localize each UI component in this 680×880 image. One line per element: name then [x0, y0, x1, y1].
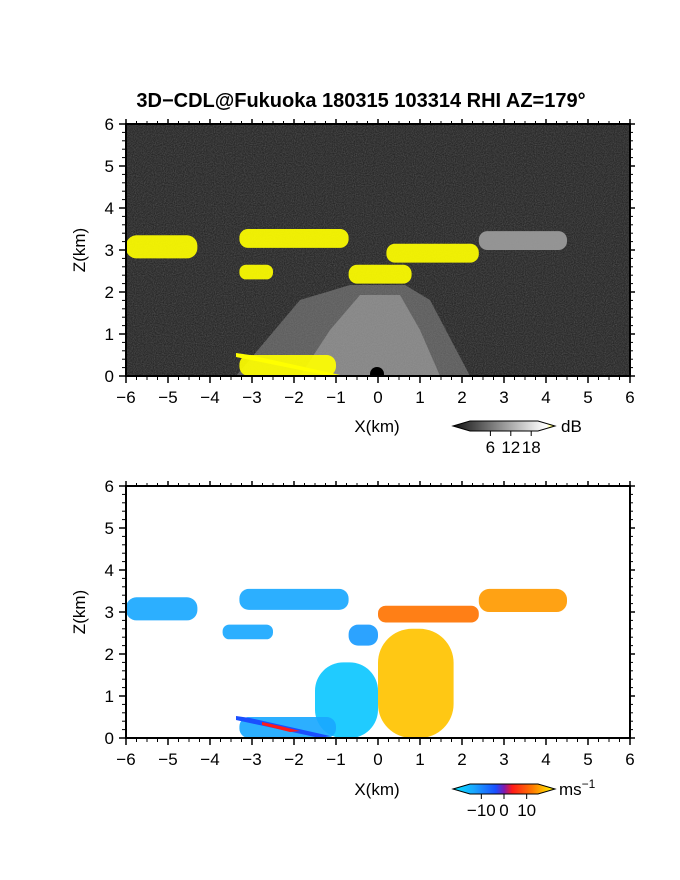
- data-region: [222, 624, 273, 640]
- colorbar-tick-label: 0: [499, 801, 508, 820]
- reflectivity-cells: [126, 229, 567, 376]
- y-tick-label: 6: [105, 115, 114, 134]
- data-region: [478, 231, 567, 250]
- y-tick-label: 1: [105, 687, 114, 706]
- plot-area: [126, 486, 630, 738]
- velocity-cells: [126, 588, 567, 738]
- y-tick-label: 3: [105, 603, 114, 622]
- data-region: [378, 628, 454, 738]
- x-tick-label: −3: [242, 750, 261, 769]
- y-tick-label: 0: [105, 729, 114, 748]
- data-region: [348, 624, 378, 646]
- chart-title: 3D−CDL@Fukuoka 180315 103314 RHI AZ=179°: [136, 90, 585, 112]
- x-tick-label: 4: [541, 750, 550, 769]
- data-region: [378, 605, 479, 623]
- x-tick-label: −6: [116, 750, 135, 769]
- y-tick-label: 0: [105, 367, 114, 386]
- x-tick-label: 2: [457, 388, 466, 407]
- x-tick-label: 1: [415, 750, 424, 769]
- colorbar-ticks: −10 0 10: [467, 794, 536, 820]
- radar-site-marker: [370, 367, 384, 376]
- colorbar-tick-label: 12: [501, 438, 520, 457]
- colorbar-tick-label: 6: [486, 438, 495, 457]
- data-region: [348, 264, 412, 284]
- x-tick-label: 3: [499, 750, 508, 769]
- data-region: [239, 264, 273, 280]
- y-axis-label: Z(km): [70, 590, 89, 634]
- colorbar-tick-label: 18: [522, 438, 541, 457]
- x-tick-label: −1: [326, 750, 345, 769]
- x-tick-label: −1: [326, 388, 345, 407]
- x-tick-label: 6: [625, 750, 634, 769]
- colorbar-unit-exponent: −1: [582, 777, 596, 791]
- x-tick-label: 0: [373, 750, 382, 769]
- ground-echo-red: [262, 722, 300, 732]
- x-tick-label: 5: [583, 750, 592, 769]
- x-axis-label: X(km): [354, 417, 399, 436]
- colorbar-bar: [451, 420, 557, 432]
- x-tick-label: 5: [583, 388, 592, 407]
- colorbar: dB 6 12 18: [451, 417, 582, 457]
- y-tick-label: 3: [105, 241, 114, 260]
- colorbar-bar: [451, 783, 557, 795]
- y-tick-label: 4: [105, 199, 114, 218]
- y-tick-label: 6: [105, 477, 114, 496]
- y-tick-label: 2: [105, 645, 114, 664]
- x-tick-label: −5: [158, 750, 177, 769]
- x-tick-label: 3: [499, 388, 508, 407]
- y-tick-label: 5: [105, 157, 114, 176]
- x-tick-label: −2: [284, 388, 303, 407]
- axes: −6 −5 −4 −3 −2 −1 0 1 2 3 4 5 6 0 1 2 3 4 5 6: [105, 115, 635, 407]
- y-axis-label: Z(km): [70, 228, 89, 272]
- data-region: [386, 243, 479, 263]
- x-tick-label: −4: [200, 750, 219, 769]
- colorbar-ticks: 6 12 18: [486, 431, 541, 457]
- x-axis-label: X(km): [354, 780, 399, 799]
- colorbar-unit: ms−1: [559, 777, 596, 799]
- x-tick-label: −4: [200, 388, 219, 407]
- x-tick-label: 4: [541, 388, 550, 407]
- x-tick-label: 0: [373, 388, 382, 407]
- x-tick-label: −6: [116, 388, 135, 407]
- data-region: [478, 588, 567, 612]
- reflectivity-chart: 3D−CDL@Fukuoka 180315 103314 RHI AZ=179°…: [70, 90, 635, 457]
- x-tick-label: 1: [415, 388, 424, 407]
- data-region: [126, 597, 198, 621]
- x-tick-label: −5: [158, 388, 177, 407]
- y-tick-label: 1: [105, 325, 114, 344]
- x-tick-label: 2: [457, 750, 466, 769]
- data-region: [239, 588, 349, 610]
- colorbar-tick-label: −10: [467, 801, 496, 820]
- x-tick-label: −2: [284, 750, 303, 769]
- data-region: [239, 229, 349, 248]
- colorbar-unit-base: ms: [559, 780, 582, 799]
- fan-region-bright: [300, 295, 440, 376]
- colorbar-unit: dB: [561, 417, 582, 436]
- x-tick-label: −3: [242, 388, 261, 407]
- x-tick-label: 6: [625, 388, 634, 407]
- plot-area: [126, 124, 630, 376]
- y-tick-label: 2: [105, 283, 114, 302]
- fan-region: [236, 285, 470, 376]
- colorbar: ms−1 −10 0 10: [451, 777, 596, 820]
- ground-echo: [236, 353, 340, 376]
- y-tick-label: 4: [105, 561, 114, 580]
- y-tick-label: 5: [105, 519, 114, 538]
- colorbar-tick-label: 10: [517, 801, 536, 820]
- data-region: [126, 235, 198, 259]
- axes: −6 −5 −4 −3 −2 −1 0 1 2 3 4 5 6 0 1 2 3 4 5 6: [105, 477, 635, 769]
